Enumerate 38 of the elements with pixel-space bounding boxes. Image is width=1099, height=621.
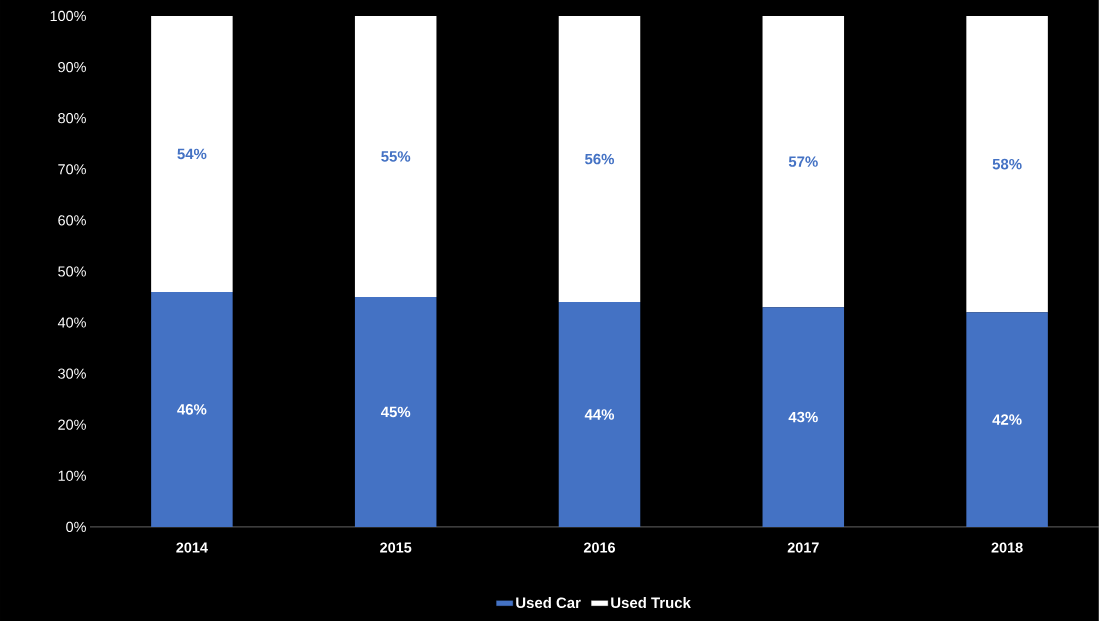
data-label: 57% <box>788 156 818 167</box>
y-tick-label: 80% <box>58 113 86 124</box>
y-tick-label: 70% <box>58 164 86 175</box>
bar <box>558 16 641 303</box>
y-tick-label: 40% <box>57 317 86 328</box>
y-tick-label: 100% <box>50 10 86 22</box>
bar <box>558 302 641 527</box>
bar <box>151 291 233 527</box>
data-label: 45% <box>380 406 411 418</box>
x-tick-label: 2014 <box>176 542 208 553</box>
bar <box>966 16 1048 313</box>
bar <box>151 16 233 292</box>
bar <box>354 16 437 298</box>
y-tick-label: 30% <box>58 368 86 379</box>
data-label: 58% <box>992 158 1022 170</box>
x-tick-label: 2015 <box>380 542 412 553</box>
data-label: 46% <box>177 404 207 415</box>
y-tick-label: 20% <box>58 419 86 430</box>
data-label: 42% <box>992 414 1022 425</box>
y-tick-label: 50% <box>58 266 86 277</box>
data-label: 54% <box>177 148 207 160</box>
bar <box>966 312 1048 527</box>
legend-label: Used Car <box>516 597 581 609</box>
y-tick-label: 90% <box>58 62 86 73</box>
y-tick-label: 0% <box>66 521 86 533</box>
data-label: 55% <box>381 151 411 162</box>
bar <box>762 16 845 308</box>
bar <box>762 307 845 527</box>
bar <box>354 297 437 527</box>
y-tick-label: 10% <box>58 470 86 481</box>
x-tick-label: 2018 <box>991 542 1023 553</box>
x-tick-label: 2016 <box>583 542 616 553</box>
legend-label: Used Truck <box>611 597 691 609</box>
x-tick-label: 2017 <box>787 542 819 553</box>
data-label: 44% <box>584 409 615 420</box>
data-label: 56% <box>584 153 615 165</box>
data-label: 43% <box>788 411 818 423</box>
y-tick-label: 60% <box>58 215 86 226</box>
